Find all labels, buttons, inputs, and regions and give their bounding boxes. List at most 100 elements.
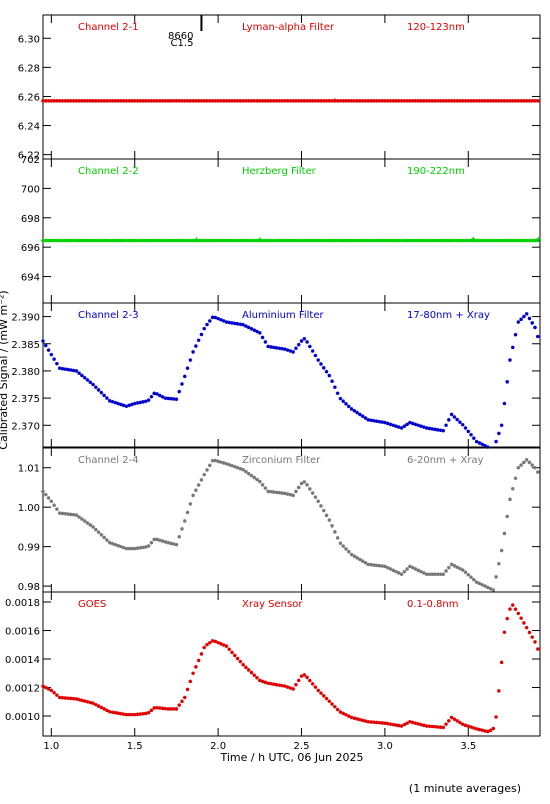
data-point	[94, 99, 98, 103]
data-point	[199, 238, 204, 243]
data-point	[369, 562, 373, 567]
data-point	[355, 717, 359, 721]
data-point	[135, 546, 140, 550]
data-point	[269, 489, 273, 494]
data-point	[447, 238, 451, 243]
data-point	[394, 99, 398, 103]
data-point	[510, 99, 515, 103]
data-point	[505, 514, 509, 519]
data-point	[85, 699, 90, 704]
data-point	[399, 238, 404, 243]
data-point	[246, 668, 251, 672]
data-point	[277, 238, 282, 243]
data-point	[305, 99, 309, 103]
y-axis-label: Calibrated Signal / (mW m⁻²)	[0, 290, 10, 449]
data-point	[410, 565, 415, 570]
data-point	[102, 393, 106, 398]
data-point	[466, 429, 471, 434]
data-point	[210, 99, 215, 103]
y-tick-label: 2.390	[11, 313, 40, 324]
data-point	[477, 727, 482, 732]
data-point	[388, 722, 393, 726]
data-point	[91, 701, 95, 706]
data-point	[216, 459, 220, 464]
data-point	[271, 99, 276, 103]
data-point	[238, 466, 243, 471]
data-point	[344, 238, 348, 243]
data-point	[277, 346, 282, 351]
data-point	[96, 388, 101, 392]
data-point	[135, 712, 140, 717]
data-point	[152, 537, 156, 542]
data-point	[280, 683, 284, 688]
data-point	[472, 577, 476, 582]
x-tick-label: 3.0	[377, 741, 393, 752]
data-point	[199, 652, 204, 656]
data-point	[377, 720, 382, 725]
data-point	[246, 238, 251, 243]
data-point	[435, 99, 440, 103]
data-point	[419, 722, 423, 727]
data-point	[82, 519, 87, 523]
channel-name: Channel 2-1	[78, 22, 139, 33]
data-point	[416, 568, 421, 573]
data-point	[385, 565, 390, 570]
data-point	[116, 401, 120, 406]
data-point	[52, 503, 56, 508]
data-point	[499, 99, 504, 103]
data-point	[146, 544, 151, 548]
data-point	[202, 645, 207, 650]
data-point	[338, 238, 343, 243]
data-point	[485, 729, 490, 734]
data-point	[116, 238, 120, 243]
data-point	[366, 418, 371, 422]
data-point	[338, 710, 343, 714]
data-point	[155, 705, 159, 710]
data-point	[274, 490, 279, 495]
data-point	[522, 314, 526, 319]
data-point	[319, 238, 323, 243]
data-point	[324, 513, 329, 518]
data-point	[185, 99, 190, 103]
data-point	[485, 585, 490, 590]
data-point	[124, 404, 129, 409]
data-point	[402, 569, 407, 574]
data-point	[144, 711, 148, 716]
data-point	[285, 685, 290, 689]
data-point	[463, 570, 468, 575]
data-point	[80, 373, 84, 378]
data-point	[252, 238, 257, 243]
data-point	[305, 675, 309, 680]
data-point	[216, 238, 220, 243]
data-point	[199, 99, 204, 103]
data-point	[535, 334, 540, 339]
data-point	[358, 99, 362, 103]
data-point	[305, 340, 309, 344]
data-point	[185, 687, 190, 692]
data-point	[152, 238, 156, 243]
data-point	[68, 696, 73, 701]
data-point	[319, 691, 323, 695]
data-point	[191, 493, 195, 498]
data-point	[508, 358, 512, 362]
data-point	[383, 564, 387, 569]
data-point	[196, 99, 201, 103]
data-point	[460, 422, 465, 427]
flare-class: C1.5	[171, 38, 194, 49]
data-point	[249, 327, 254, 331]
data-point	[435, 427, 440, 432]
data-point	[82, 375, 87, 380]
data-point	[194, 238, 198, 243]
data-point	[410, 421, 415, 426]
data-point	[166, 99, 170, 103]
data-point	[60, 99, 65, 103]
data-point	[416, 423, 421, 428]
data-point	[227, 647, 232, 652]
data-point	[213, 99, 218, 103]
x-tick-label: 1.0	[43, 741, 59, 752]
data-point	[333, 530, 337, 534]
data-point	[452, 99, 457, 103]
data-point	[296, 485, 301, 490]
data-point	[266, 681, 270, 686]
